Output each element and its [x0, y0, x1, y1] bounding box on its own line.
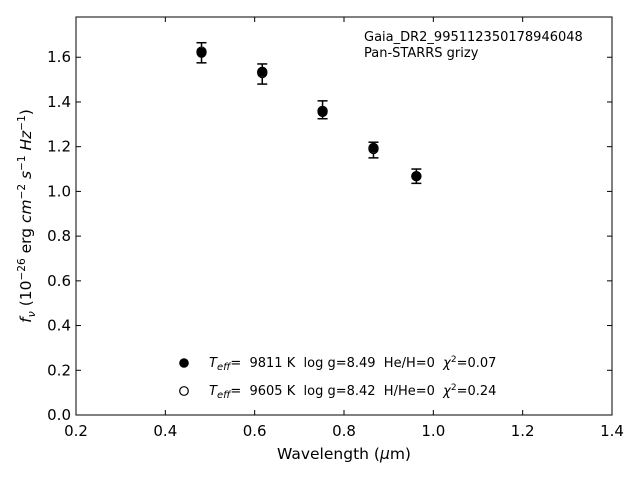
- x-tick-label: 1.0: [421, 422, 445, 440]
- legend-marker-open: [179, 386, 189, 396]
- y-tick-label: 0.4: [47, 317, 71, 335]
- legend-marker-filled: [179, 358, 189, 368]
- x-tick-label: 1.4: [600, 422, 624, 440]
- y-tick-label: 1.6: [47, 48, 71, 66]
- y-tick-label: 1.2: [47, 138, 71, 156]
- y-tick-label: 0.8: [47, 227, 71, 245]
- x-tick-label: 0.6: [243, 422, 267, 440]
- model-point-filled: [368, 142, 379, 153]
- legend-entry-1: Teff= 9811 K log g=8.49 He/H=0 χ2=0.07: [209, 355, 496, 373]
- y-tick-label: 0.2: [47, 361, 71, 379]
- model-point-filled: [411, 171, 422, 182]
- model-point-filled: [317, 106, 328, 118]
- annotation-survey: Pan-STARRS grizy: [364, 46, 479, 61]
- legend-entry-2: Teff= 9605 K log g=8.42 H/He=0 χ2=0.24: [209, 383, 496, 401]
- model-point-filled: [196, 47, 207, 58]
- data-markers: [196, 46, 422, 182]
- x-tick-label: 0.4: [153, 422, 177, 440]
- plot-area: [75, 16, 613, 416]
- x-tick-label: 1.2: [511, 422, 535, 440]
- y-tick-label: 0.6: [47, 272, 71, 290]
- y-axis-label: fν (10−26 erg cm−2 s−1 Hz−1): [16, 109, 38, 323]
- axis-ticks: 0.2 0.4 0.6 0.8 1.0 1.2 1.40.00.20.40.60.81.01…: [47, 17, 624, 440]
- y-tick-label: 1.0: [47, 182, 71, 200]
- x-tick-label: 0.2: [64, 422, 88, 440]
- x-tick-label: 0.8: [332, 422, 356, 440]
- annotation-source-id: Gaia_DR2_995112350178946048: [364, 30, 583, 45]
- y-tick-label: 1.4: [47, 93, 71, 111]
- x-axis-label: Wavelength (μm): [277, 445, 411, 463]
- model-point-filled: [257, 66, 268, 77]
- y-tick-label: 0.0: [47, 406, 71, 424]
- legend: Teff= 9811 K log g=8.49 He/H=0 χ2=0.07 T…: [179, 355, 496, 401]
